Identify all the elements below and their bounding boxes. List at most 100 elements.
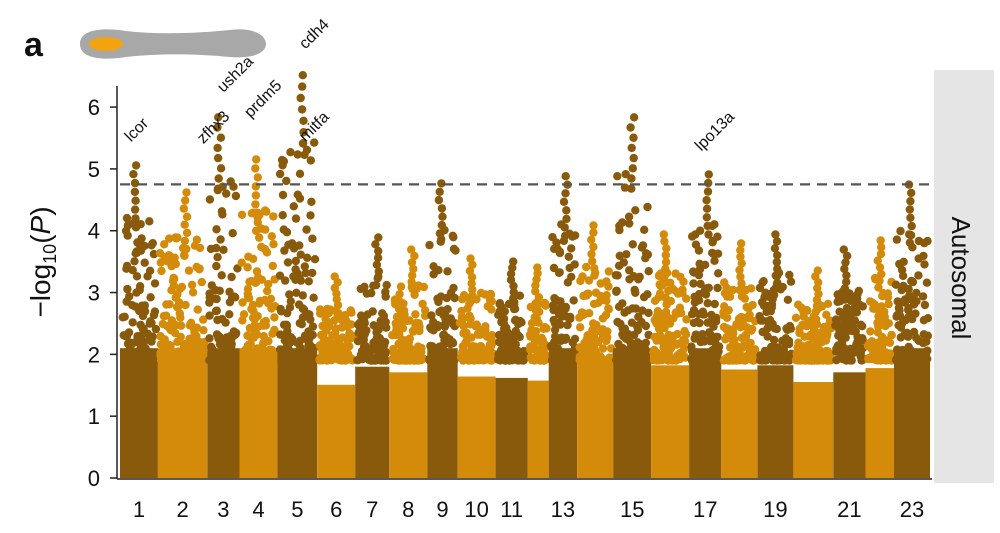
data-point [906,197,915,206]
data-point [310,138,319,147]
data-point [842,271,851,280]
data-point [408,326,418,336]
data-point [276,304,285,314]
data-point [725,343,735,352]
data-point [459,329,468,338]
data-point [626,123,635,132]
data-point [463,349,472,358]
data-point [448,319,457,328]
data-point [132,248,142,257]
data-point [499,319,509,328]
data-point [231,293,240,302]
data-point [622,328,631,338]
data-point [459,293,468,302]
data-point [870,343,880,352]
data-point [211,306,221,316]
data-point [560,223,569,232]
data-point [307,197,316,206]
data-point [467,279,476,288]
data-point [604,267,613,276]
data-point [296,250,305,259]
data-point [407,277,416,287]
data-point [565,263,574,273]
data-point [427,311,436,320]
data-point [306,156,315,165]
peak-point [533,263,542,272]
data-point [243,284,253,294]
data-point [167,255,176,264]
data-point [476,288,486,298]
fish-icon [80,29,266,59]
data-point [436,237,445,246]
data-point [920,260,929,269]
data-point [268,261,277,271]
data-point [250,315,259,324]
data-point [244,294,254,303]
data-point [881,321,890,331]
data-point [904,305,913,315]
data-point [877,269,886,279]
data-point [166,341,175,351]
data-point [873,256,882,265]
data-point [560,231,570,241]
data-point [304,341,313,351]
data-point [737,259,746,268]
data-point [146,293,155,302]
peak-point [374,233,383,242]
data-point [624,212,634,221]
data-point [369,321,378,330]
data-point [205,293,214,302]
chr-23-point-cloud [894,348,930,478]
data-point [186,318,196,327]
data-point [554,310,564,319]
data-point [631,355,640,364]
data-point [893,297,902,306]
peak-point [737,239,746,248]
data-point [841,290,850,299]
data-point [536,344,546,353]
data-point [457,312,467,322]
data-point [128,266,137,275]
x-tick-label: 9 [436,497,448,522]
data-point [691,240,701,249]
chr-3-point-cloud [207,348,240,478]
peak-point [214,113,223,122]
data-point [846,326,855,335]
data-point [858,302,867,311]
data-point [410,290,419,299]
data-point [434,297,443,307]
data-point [298,82,307,91]
data-point [174,302,183,311]
data-point [576,323,585,332]
data-point [719,356,729,365]
data-point [838,354,847,363]
data-point [561,189,570,198]
data-point [821,323,830,332]
data-point [634,312,643,321]
data-point [255,299,264,308]
data-point [702,204,712,213]
data-point [318,345,327,354]
data-point [298,313,308,322]
data-point [437,204,447,213]
data-point [838,321,847,330]
chr-15-points [611,113,654,478]
data-point [123,284,132,294]
panel-letter: a [24,26,44,64]
data-point [713,283,722,293]
data-point [443,267,452,276]
chr-18-point-cloud [721,369,758,478]
data-point [286,297,295,306]
data-point [588,333,597,342]
data-point [882,336,892,345]
data-point [794,338,803,347]
data-point [734,314,744,323]
data-point [823,299,833,308]
data-point [449,232,458,242]
chr-1-points [118,161,161,478]
data-point [437,220,446,230]
data-point [374,246,383,256]
data-point [759,277,768,286]
data-point [774,344,783,354]
data-point [850,304,859,313]
